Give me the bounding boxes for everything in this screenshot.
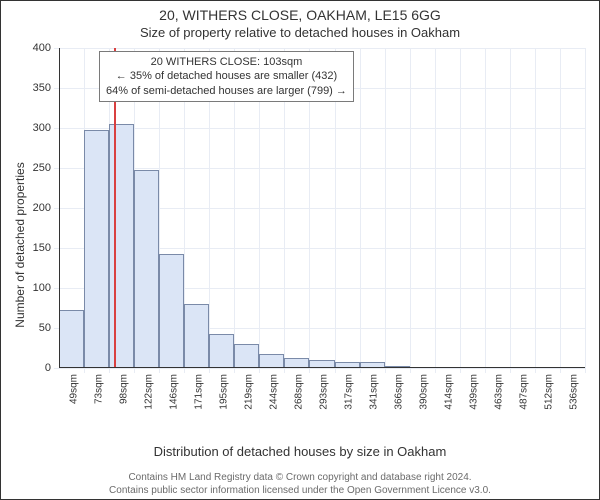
histogram-bar <box>159 254 184 368</box>
grid-line-v <box>460 48 461 373</box>
x-tick-label: 195sqm <box>218 374 229 410</box>
y-tick-label: 50 <box>39 322 59 334</box>
histogram-bar <box>59 310 84 368</box>
histogram-bar <box>234 344 259 368</box>
x-tick-label: 146sqm <box>168 374 179 410</box>
chart-wrap: Number of detached properties 0501001502… <box>1 40 600 440</box>
histogram-bar <box>184 304 209 368</box>
x-tick-label: 268sqm <box>293 374 304 410</box>
callout-line: 64% of semi-detached houses are larger (… <box>106 84 347 98</box>
grid-line-v <box>585 48 586 373</box>
grid-line-v <box>510 48 511 373</box>
x-tick-label: 341sqm <box>369 374 380 410</box>
grid-line-v <box>410 48 411 373</box>
grid-line-v <box>435 48 436 373</box>
histogram-bar <box>209 334 234 368</box>
x-tick-label: 536sqm <box>569 374 580 410</box>
grid-line-v <box>385 48 386 373</box>
x-tick-label: 366sqm <box>394 374 405 410</box>
x-tick-label: 219sqm <box>243 374 254 410</box>
page-title: 20, WITHERS CLOSE, OAKHAM, LE15 6GG <box>1 7 599 23</box>
callout-box: 20 WITHERS CLOSE: 103sqm← 35% of detache… <box>99 51 354 102</box>
x-tick-label: 49sqm <box>68 374 79 404</box>
y-tick-label: 250 <box>33 162 59 174</box>
grid-line-v <box>535 48 536 373</box>
y-tick-label: 350 <box>33 82 59 94</box>
y-tick-label: 200 <box>33 202 59 214</box>
x-tick-label: 317sqm <box>344 374 355 410</box>
x-tick-label: 414sqm <box>444 374 455 410</box>
x-tick-label: 293sqm <box>319 374 330 410</box>
y-tick-label: 300 <box>33 122 59 134</box>
histogram-bar <box>109 124 134 368</box>
x-tick-label: 98sqm <box>118 374 129 404</box>
histogram-bar <box>134 170 159 368</box>
footer-line-1: Contains HM Land Registry data © Crown c… <box>9 471 591 484</box>
footer: Contains HM Land Registry data © Crown c… <box>1 471 599 497</box>
grid-line-v <box>560 48 561 373</box>
callout-line: ← 35% of detached houses are smaller (43… <box>106 69 347 83</box>
x-axis-caption: Distribution of detached houses by size … <box>1 444 599 459</box>
x-tick-label: 122sqm <box>143 374 154 410</box>
y-axis-line <box>59 48 60 368</box>
footer-line-2: Contains public sector information licen… <box>9 484 591 497</box>
y-tick-label: 0 <box>45 362 59 374</box>
page-subtitle: Size of property relative to detached ho… <box>1 25 599 40</box>
y-tick-label: 100 <box>33 282 59 294</box>
callout-line: 20 WITHERS CLOSE: 103sqm <box>106 55 347 69</box>
y-tick-label: 400 <box>33 42 59 54</box>
histogram-bar <box>259 354 284 368</box>
grid-line-v <box>485 48 486 373</box>
x-tick-label: 390sqm <box>419 374 430 410</box>
x-tick-label: 487sqm <box>519 374 530 410</box>
y-tick-label: 150 <box>33 242 59 254</box>
x-tick-label: 244sqm <box>268 374 279 410</box>
y-axis-label: Number of detached properties <box>13 0 27 245</box>
x-tick-label: 73sqm <box>93 374 104 404</box>
histogram-bar <box>84 130 109 368</box>
x-tick-label: 171sqm <box>193 374 204 410</box>
x-tick-label: 463sqm <box>494 374 505 410</box>
x-tick-label: 512sqm <box>544 374 555 410</box>
x-tick-label: 439sqm <box>469 374 480 410</box>
chart-container: 20, WITHERS CLOSE, OAKHAM, LE15 6GG Size… <box>0 0 600 500</box>
plot-area: 05010015020025030035040049sqm73sqm98sqm1… <box>59 48 585 368</box>
x-axis-line <box>59 367 585 368</box>
grid-line-v <box>360 48 361 373</box>
